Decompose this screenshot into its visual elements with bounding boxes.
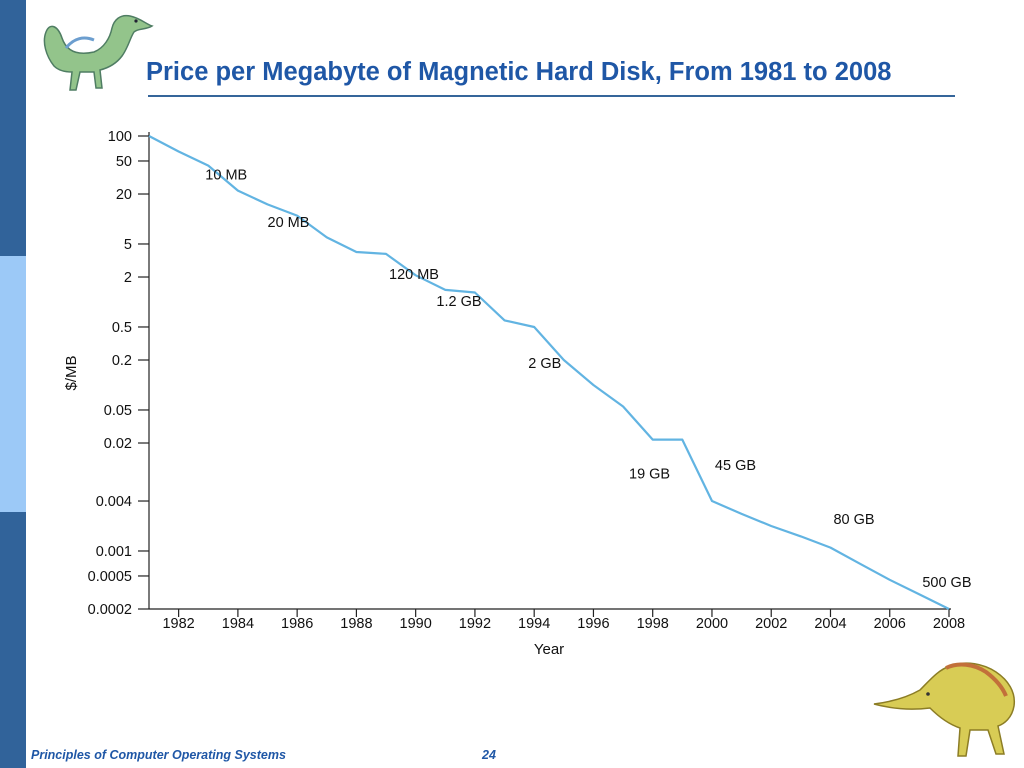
y-tick-label: 0.02 [104,436,132,452]
x-tick-label: 1992 [459,616,491,632]
capacity-label: 80 GB [833,512,874,528]
capacity-label: 1.2 GB [436,294,481,310]
x-tick-label: 2004 [814,616,846,632]
y-tick-label: 0.0005 [88,569,132,585]
dinosaur-corner-icon [873,662,1016,757]
x-tick-label: 2008 [933,616,965,632]
y-tick-label: 0.0002 [88,602,132,618]
title-underline [148,95,955,97]
capacity-label: 19 GB [629,466,670,482]
slide-title: Price per Megabyte of Magnetic Hard Disk… [146,58,892,86]
y-tick-label: 100 [108,129,132,145]
y-tick-label: 0.05 [104,403,132,419]
x-tick-label: 1984 [222,616,254,632]
x-tick-label: 2002 [755,616,787,632]
capacity-label: 45 GB [715,458,756,474]
dinosaur-logo-icon [43,14,154,91]
accent-bar-bottom [0,512,26,768]
x-axis-label: Year [534,641,564,658]
chart-axes [148,132,951,610]
capacity-label: 2 GB [528,356,561,372]
y-tick-label: 0.5 [112,320,132,336]
y-tick-label: 0.2 [112,353,132,369]
x-tick-label: 1998 [637,616,669,632]
y-axis-ticks: 100 50 20 5 2 0.5 0.2 0.05 0.02 0.004 0.001 0.0005 0… [88,129,149,618]
accent-bar-middle [0,256,26,512]
accent-bar-top [0,0,26,256]
y-tick-label: 50 [116,154,132,170]
footer-course-title: Principles of Computer Operating Systems [31,748,286,762]
x-tick-label: 2006 [874,616,906,632]
y-tick-label: 5 [124,237,132,253]
x-tick-label: 1996 [577,616,609,632]
page-number: 24 [482,748,496,762]
y-tick-label: 0.001 [96,544,132,560]
x-tick-label: 1988 [340,616,372,632]
capacity-label: 120 MB [389,267,439,283]
x-tick-label: 1986 [281,616,313,632]
y-axis-label: $/MB [63,355,80,390]
y-tick-label: 2 [124,270,132,286]
capacity-label: 20 MB [268,215,310,231]
capacity-annotations: 10 MB 20 MB 120 MB 1.2 GB 2 GB 19 GB 45 GB 80 G… [205,167,971,590]
capacity-label: 10 MB [205,167,247,183]
price-series-line [148,135,950,610]
capacity-label: 500 GB [922,575,971,591]
x-tick-label: 1982 [162,616,194,632]
x-tick-label: 1990 [400,616,432,632]
x-tick-label: 2000 [696,616,728,632]
x-tick-label: 1994 [518,616,550,632]
y-tick-label: 0.004 [96,494,132,510]
x-axis-ticks: 1982 1984 1986 1988 1990 1992 1994 1996 1998 2000… [162,609,965,632]
y-tick-label: 20 [116,187,132,203]
